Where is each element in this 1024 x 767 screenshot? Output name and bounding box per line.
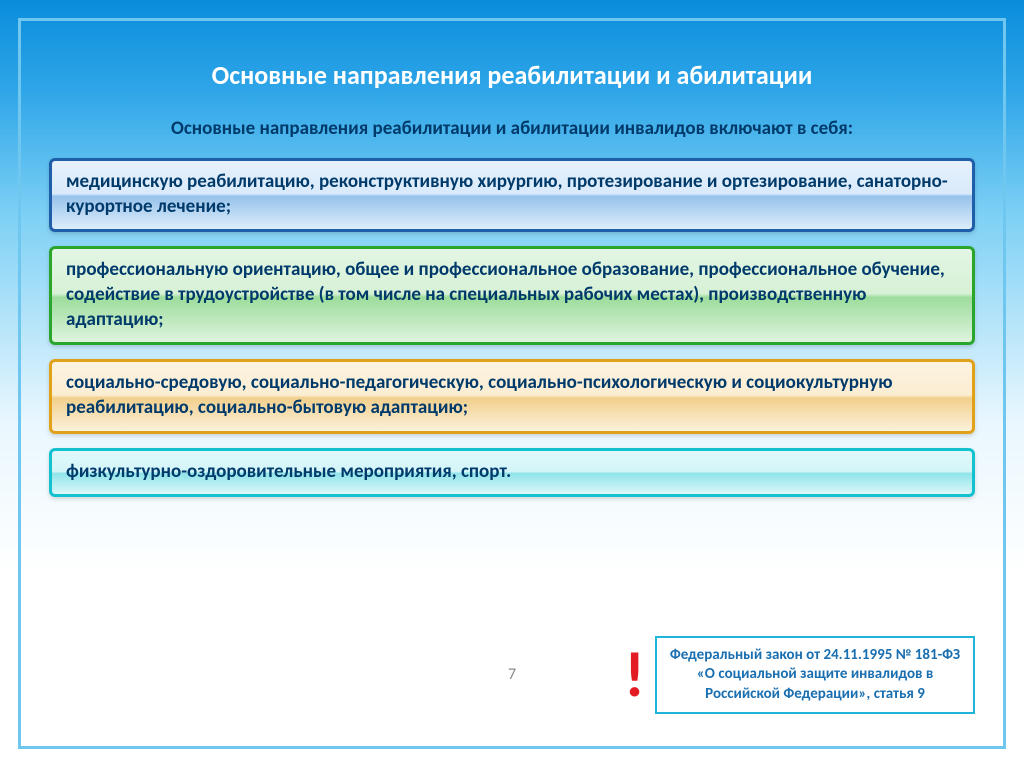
law-reference-box: Федеральный закон от 24.11.1995 № 181-ФЗ… bbox=[655, 636, 975, 715]
direction-block-social: социально-средовую, социально-педагогиче… bbox=[49, 359, 975, 433]
direction-block-professional: профессиональную ориентацию, общее и про… bbox=[49, 246, 975, 345]
exclamation-icon: ! bbox=[624, 643, 645, 707]
slide-title: Основные направления реабилитации и абил… bbox=[49, 59, 975, 91]
slide-footer: 7 ! Федеральный закон от 24.11.1995 № 18… bbox=[21, 636, 1003, 715]
page-number: 7 bbox=[508, 665, 516, 684]
direction-block-medical: медицинскую реабилитацию, реконструктивн… bbox=[49, 158, 975, 232]
direction-block-sport: физкультурно-оздоровительные мероприятия… bbox=[49, 448, 975, 497]
law-reference: ! Федеральный закон от 24.11.1995 № 181-… bbox=[624, 636, 975, 715]
slide-subtitle: Основные направления реабилитации и абил… bbox=[49, 117, 975, 140]
slide-frame: Основные направления реабилитации и абил… bbox=[18, 18, 1006, 749]
